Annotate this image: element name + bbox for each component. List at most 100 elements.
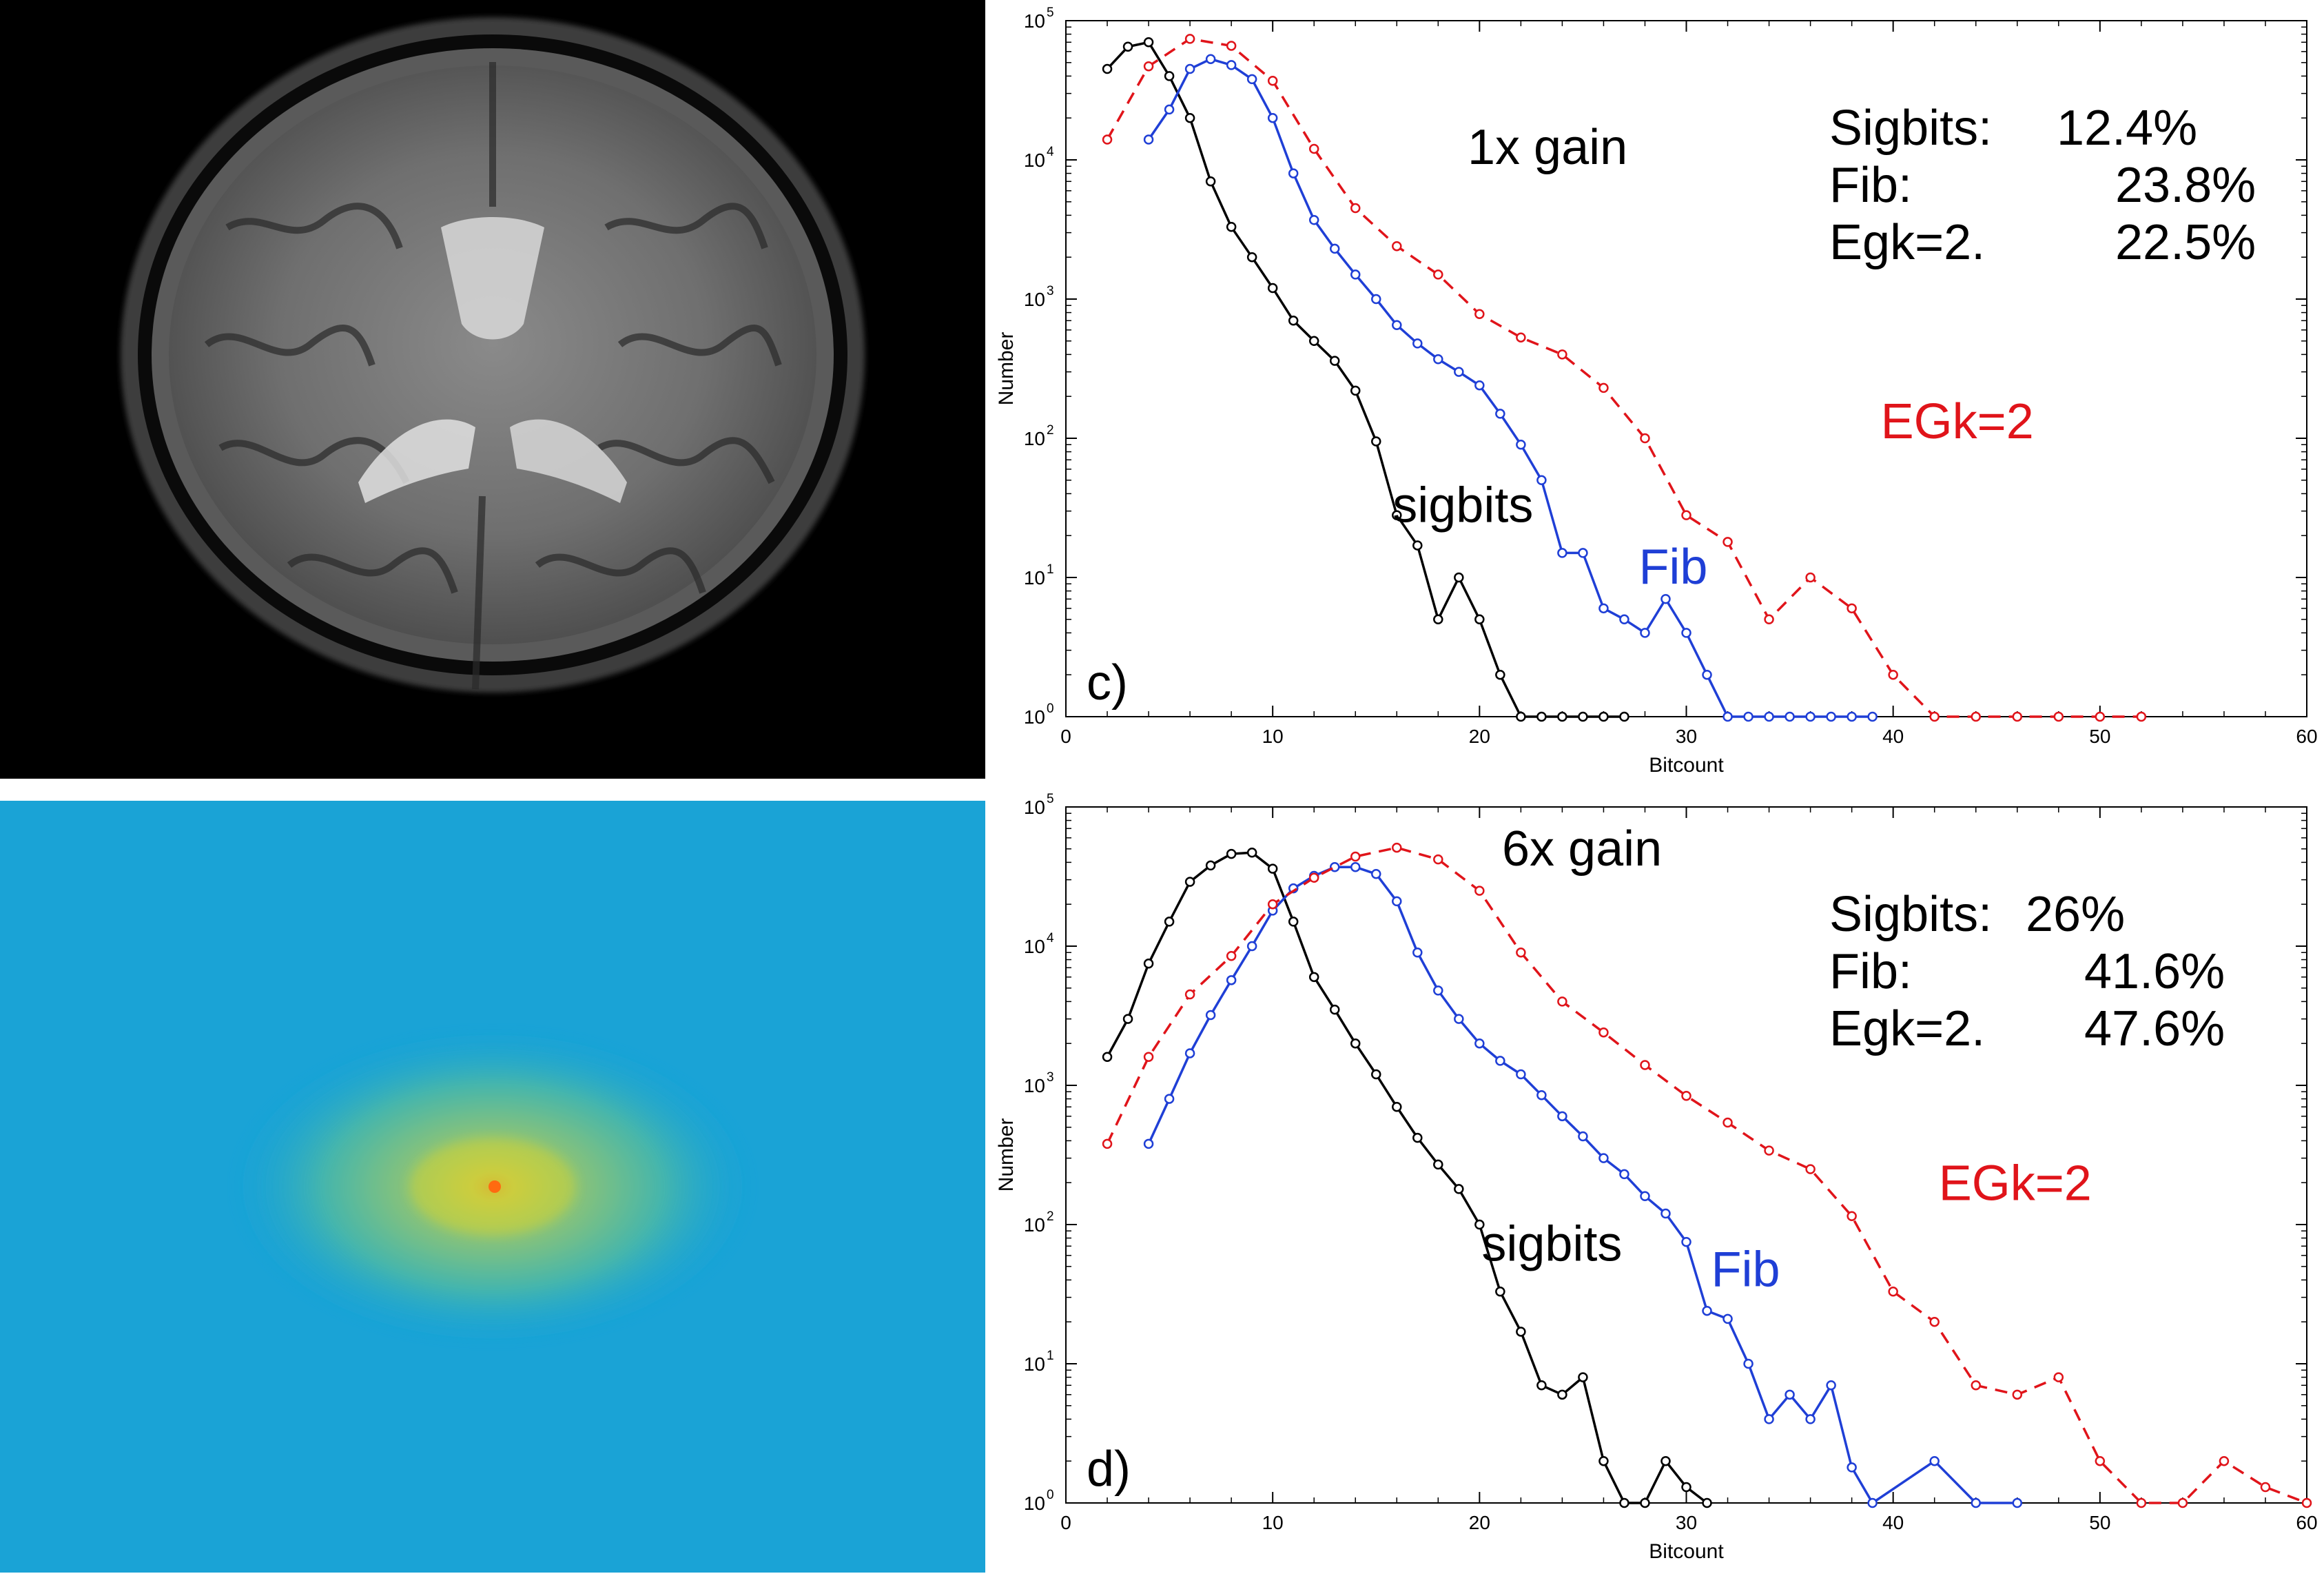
data-point-fib	[1143, 134, 1154, 145]
data-point-fib	[1246, 74, 1257, 85]
y-tick-label: 10	[1024, 1353, 1045, 1375]
data-point-egk	[2177, 1497, 2188, 1508]
x-tick-label: 40	[1882, 1512, 1904, 1533]
y-tick-label: 10	[1024, 936, 1045, 957]
y-tick-label: 10	[1024, 1214, 1045, 1236]
data-point-sigbits	[1495, 669, 1505, 680]
data-point-egk	[1971, 711, 1981, 722]
data-point-sigbits	[1102, 1052, 1113, 1063]
y-tick-exponent: 1	[1047, 562, 1054, 577]
stat-name: Egk=2.	[1829, 215, 1985, 270]
data-point-sigbits	[1454, 1184, 1464, 1194]
data-point-sigbits	[1164, 71, 1175, 81]
data-point-sigbits	[1516, 711, 1526, 722]
y-tick-label: 10	[1024, 567, 1045, 589]
x-axis-label: Bitcount	[1649, 1540, 1724, 1563]
data-point-egk	[2012, 711, 2023, 722]
y-tick-label: 10	[1024, 1075, 1045, 1096]
stat-value: 47.6%	[2084, 1001, 2225, 1056]
data-point-egk	[1640, 1060, 1650, 1070]
data-point-egk	[1847, 1211, 1857, 1221]
data-point-egk	[1474, 886, 1485, 896]
data-point-fib	[1184, 63, 1195, 74]
y-tick-label: 10	[1024, 428, 1045, 449]
stat-value: 12.4%	[2057, 101, 2197, 156]
data-point-sigbits	[1205, 860, 1216, 871]
gain-label: 1x gain	[1468, 120, 1627, 175]
data-point-egk	[1764, 614, 1774, 625]
data-point-sigbits	[1226, 222, 1237, 232]
data-point-egk	[1433, 269, 1443, 280]
data-point-sigbits	[1205, 176, 1216, 187]
data-point-fib	[1702, 669, 1712, 680]
stat-value: 22.5%	[2115, 215, 2256, 270]
data-point-egk	[1226, 41, 1237, 51]
series-line-egk	[1106, 846, 2307, 1504]
series-line-sigbits	[1106, 851, 1708, 1504]
data-point-sigbits	[1143, 958, 1154, 969]
x-tick-label: 40	[1882, 726, 1904, 747]
data-point-egk	[1723, 1117, 1733, 1128]
data-point-fib	[1598, 1153, 1609, 1163]
data-point-fib	[1267, 112, 1278, 123]
data-point-sigbits	[1164, 917, 1175, 927]
data-point-sigbits	[1102, 63, 1113, 74]
x-tick-label: 50	[2089, 1512, 2110, 1533]
data-point-sigbits	[1557, 1389, 1567, 1400]
data-point-sigbits	[1516, 1327, 1526, 1337]
x-tick-label: 30	[1676, 726, 1697, 747]
y-tick-exponent: 1	[1047, 1349, 1054, 1363]
y-tick-exponent: 3	[1047, 1070, 1054, 1085]
data-point-fib	[1392, 896, 1402, 907]
data-point-fib	[1785, 1389, 1795, 1400]
data-point-sigbits	[1474, 614, 1485, 625]
x-tick-label: 20	[1469, 1512, 1490, 1533]
y-tick-exponent: 0	[1047, 702, 1054, 716]
data-point-egk	[2260, 1482, 2271, 1493]
data-point-fib	[1246, 941, 1257, 952]
data-point-fib	[1205, 1010, 1216, 1021]
data-point-sigbits	[1371, 1069, 1381, 1080]
data-point-fib	[1288, 168, 1299, 178]
panel-label: c)	[1087, 655, 1128, 710]
data-point-fib	[1619, 1169, 1629, 1180]
plot-c: 0 10 20 30 40 50 60 10 0 10 1 10 2 10 3 10 4 10 5 Bitcount N…	[985, 0, 2324, 786]
data-point-egk	[1929, 1316, 1940, 1327]
data-point-egk	[1681, 510, 1691, 520]
data-point-fib	[1598, 603, 1609, 614]
data-point-fib	[1308, 214, 1319, 225]
data-point-fib	[1640, 628, 1650, 638]
plot-d: 0 10 20 30 40 50 60 10 0 10 1 10 2 10 3 10 4 10 5 Bitcount N…	[985, 786, 2324, 1573]
data-point-sigbits	[1371, 436, 1381, 447]
data-point-egk	[2219, 1455, 2230, 1466]
data-point-egk	[2301, 1497, 2312, 1508]
data-point-fib	[1536, 1090, 1547, 1101]
data-point-egk	[1888, 669, 1898, 680]
data-point-sigbits	[1392, 510, 1402, 520]
data-point-egk	[1888, 1287, 1898, 1297]
y-tick-exponent: 5	[1047, 6, 1054, 20]
x-axis-label: Bitcount	[1649, 754, 1724, 777]
data-point-egk	[1681, 1091, 1691, 1101]
data-point-egk	[1516, 332, 1526, 342]
data-point-sigbits	[1412, 540, 1423, 551]
data-point-egk	[2136, 711, 2147, 722]
data-point-sigbits	[1226, 848, 1237, 859]
y-tick-label: 10	[1024, 289, 1045, 310]
data-point-egk	[1308, 872, 1319, 883]
data-point-egk	[1392, 241, 1402, 252]
data-point-fib	[1536, 475, 1547, 486]
y-tick-exponent: 5	[1047, 792, 1054, 806]
data-point-fib	[1516, 439, 1526, 450]
data-point-egk	[1805, 1164, 1816, 1174]
data-point-fib	[1867, 1497, 1878, 1508]
data-point-sigbits	[1660, 1455, 1671, 1466]
data-point-fib	[1350, 861, 1361, 872]
data-point-egk	[1392, 842, 1402, 853]
series-label-egk: EGk=2	[1939, 1156, 2092, 1211]
y-axis-label: Number	[995, 1118, 1018, 1192]
data-point-sigbits	[1184, 877, 1195, 887]
y-axis-label: Number	[995, 332, 1018, 406]
stat-value: 26%	[2026, 887, 2125, 942]
data-point-sigbits	[1454, 572, 1464, 583]
